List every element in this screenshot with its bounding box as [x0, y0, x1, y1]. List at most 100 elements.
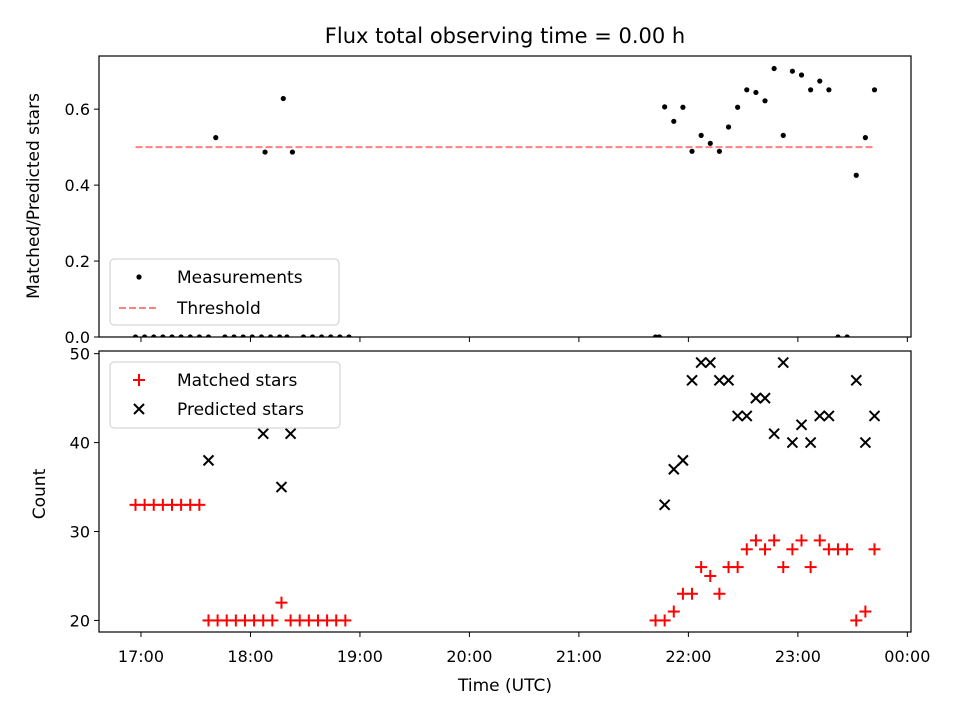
measurements-point	[826, 87, 832, 93]
measurements-point	[346, 334, 352, 337]
measurements-point	[160, 334, 166, 337]
matched-stars-point	[339, 614, 352, 627]
measurements-point	[808, 87, 814, 93]
top-y-tick-label: 0.4	[65, 176, 90, 195]
measurements-point	[222, 334, 228, 337]
bottom-x-tick-label: 21:00	[556, 647, 602, 666]
predicted-stars-point	[695, 356, 707, 369]
matched-stars-point	[759, 543, 772, 556]
measurements-point	[142, 334, 148, 337]
predicted-stars-point	[759, 392, 771, 404]
matched-stars-point	[686, 587, 699, 600]
matched-stars-point	[731, 561, 744, 574]
matched-stars-point	[795, 534, 808, 547]
measurements-point	[213, 135, 219, 141]
top-axes-frame	[98, 55, 912, 338]
measurements-point	[853, 172, 859, 178]
measurements-point	[132, 334, 139, 337]
measurements-point	[277, 334, 283, 337]
bottom-y-axis-label: Count	[30, 468, 50, 519]
measurements-point	[249, 334, 255, 337]
measurements-point	[258, 334, 264, 337]
measurements-point	[671, 118, 677, 124]
predicted-stars-point	[275, 481, 288, 493]
measurements-point	[871, 87, 878, 93]
matched-stars-point	[868, 543, 881, 556]
bottom-x-tick-label: 19:00	[337, 647, 383, 666]
measurements-point	[735, 104, 741, 110]
predicted-stars-point	[804, 436, 817, 449]
matched-stars-point	[768, 534, 781, 547]
matched-stars-point	[266, 614, 279, 627]
measurements-point	[716, 148, 723, 154]
legend-label-threshold: Threshold	[176, 299, 261, 319]
bottom-x-tick-label: 22:00	[665, 647, 711, 666]
predicted-stars-point	[284, 427, 297, 440]
predicted-stars-point	[859, 436, 872, 449]
measurements-point	[289, 149, 296, 155]
bottom-x-tick-label: 17:00	[118, 647, 164, 666]
bottom-y-tick-label: 40	[70, 434, 90, 453]
predicted-stars-point	[850, 374, 862, 387]
predicted-stars-point	[795, 419, 808, 431]
measurements-point	[178, 334, 184, 337]
matched-stars-point	[275, 596, 288, 609]
measurements-point	[262, 149, 268, 155]
top-legend: Measurements Threshold	[109, 258, 340, 326]
measurements-point	[169, 334, 175, 337]
predicted-stars-point	[257, 427, 269, 440]
matched-stars-point	[749, 534, 762, 547]
top-y-tick-label: 0.2	[65, 252, 90, 271]
bottom-data-marks	[129, 356, 881, 627]
measurements-point	[844, 334, 850, 337]
matched-stars-point	[713, 587, 726, 600]
predicted-stars-point	[677, 454, 689, 467]
measurements-point	[798, 72, 805, 78]
measurements-point	[744, 87, 750, 93]
predicted-stars-point	[658, 499, 671, 511]
measurements-point	[196, 334, 202, 337]
measurements-point	[771, 65, 777, 72]
legend-label-predicted-stars: Predicted stars	[177, 400, 304, 420]
measurements-point	[337, 334, 343, 337]
measurements-point	[662, 104, 668, 110]
legend-label-matched-stars: Matched stars	[177, 371, 297, 391]
matched-stars-point	[859, 605, 872, 618]
bottom-x-tick-label: 00:00	[884, 647, 930, 666]
matched-stars-point	[786, 543, 799, 556]
bottom-y-tick-label: 30	[70, 523, 90, 542]
matched-stars-point	[740, 543, 753, 556]
predicted-stars-point	[722, 374, 735, 387]
matched-stars-point	[667, 605, 680, 618]
predicted-stars-point	[686, 374, 698, 387]
bottom-plot-area: 20 30 40 50 17:00 18:00 19:00 20:00 21:00 22:00 23…	[70, 345, 931, 666]
legend-marker-matched-stars	[133, 374, 145, 386]
measurements-point	[789, 68, 795, 74]
measurements-point	[762, 98, 768, 104]
bottom-y-tick-label: 20	[70, 611, 90, 630]
measurements-point	[680, 104, 686, 110]
measurements-point	[835, 334, 841, 337]
predicted-stars-point	[731, 410, 744, 422]
bottom-legend-box	[109, 361, 341, 429]
top-y-axis-label: Matched/Predicted stars	[24, 93, 44, 299]
measurements-point	[707, 140, 713, 146]
measurements-point	[328, 334, 334, 337]
measurements-point	[753, 89, 759, 96]
bottom-y-tick-label: 50	[70, 345, 90, 364]
top-data-marks	[132, 65, 878, 337]
predicted-stars-point	[814, 410, 826, 422]
predicted-stars-point	[668, 463, 680, 475]
measurements-point	[780, 132, 786, 138]
matched-stars-point	[841, 543, 854, 556]
measurements-point	[280, 95, 286, 102]
matched-stars-point	[193, 498, 206, 511]
bottom-legend: Matched stars Predicted stars	[109, 361, 341, 429]
predicted-stars-point	[713, 374, 726, 387]
matched-stars-point	[804, 561, 817, 574]
measurements-point	[319, 334, 325, 337]
predicted-stars-point	[704, 356, 716, 369]
measurements-point	[698, 132, 704, 138]
legend-marker-measurements	[136, 274, 142, 280]
